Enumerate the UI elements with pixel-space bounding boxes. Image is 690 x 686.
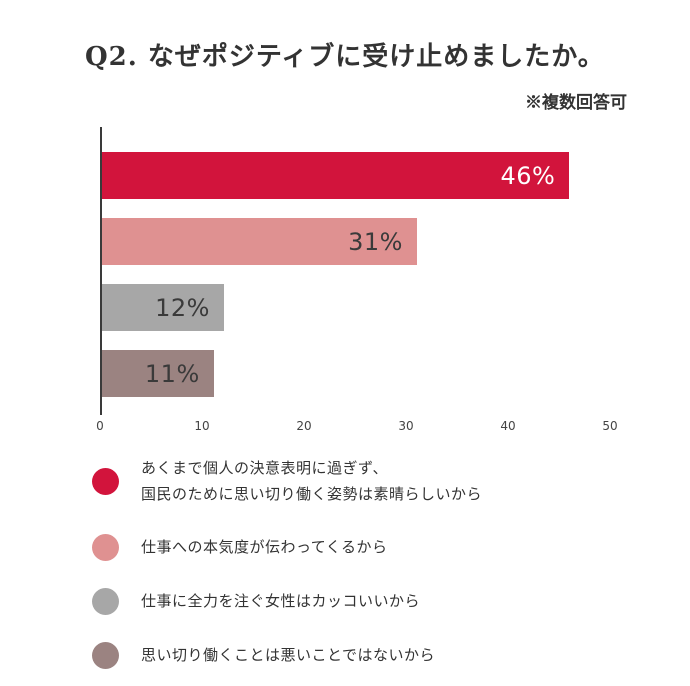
x-tick-label: 10 [194,419,210,433]
x-tick-label: 20 [296,419,312,433]
bar-value-label: 12% [155,293,210,322]
bar-value-label: 31% [348,227,403,256]
bar: 12% [102,284,224,331]
legend-item: 仕事への本気度が伝わってくるから [92,534,637,561]
x-tick-label: 0 [96,419,104,433]
bar-chart: 46% 31% 12% 11% [100,127,610,415]
bar-row: 31% [102,218,610,265]
bar: 11% [102,350,214,397]
legend-item: あくまで個人の決意表明に過ぎず、 国民のために思い切り働く姿勢は素晴らしいから [92,456,637,507]
bar-value-label: 46% [500,161,556,190]
legend-label: 仕事への本気度が伝わってくるから [141,537,388,556]
legend: あくまで個人の決意表明に過ぎず、 国民のために思い切り働く姿勢は素晴らしいから仕事… [92,456,637,686]
bar: 46% [102,152,570,199]
legend-label: 仕事に全力を注ぐ女性はカッコいいから [141,591,421,610]
x-tick-label: 30 [398,419,414,433]
x-axis: 0 10 20 30 40 50 [96,419,617,437]
legend-label: あくまで個人の決意表明に過ぎず、 国民のために思い切り働く姿勢は素晴らしいから [141,459,483,503]
x-tick-label: 40 [500,419,516,433]
legend-color-dot [92,468,119,495]
legend-color-dot [92,588,119,615]
bar: 31% [102,218,417,265]
x-tick-label: 50 [602,419,618,433]
legend-item: 仕事に全力を注ぐ女性はカッコいいから [92,588,637,615]
legend-label: 思い切り働くことは悪いことではないから [141,645,436,664]
chart-title: Q2. なぜポジティブに受け止めましたか。 [85,42,605,72]
bar-row: 46% [102,152,610,199]
legend-item: 思い切り働くことは悪いことではないから [92,642,637,669]
legend-color-dot [92,534,119,561]
bar-row: 11% [102,350,610,397]
bar-row: 12% [102,284,610,331]
bar-value-label: 11% [144,359,200,388]
legend-color-dot [92,642,119,669]
bars: 46% 31% 12% 11% [102,152,610,397]
multiple-answers-note: ※複数回答可 [525,93,627,113]
